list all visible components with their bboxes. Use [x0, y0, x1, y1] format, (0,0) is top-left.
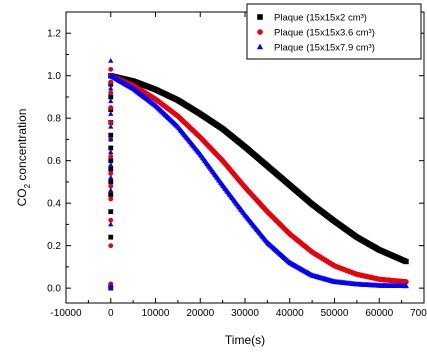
data-point: [108, 79, 114, 85]
data-point: [108, 149, 114, 155]
x-tick-label: 30000: [231, 308, 259, 319]
legend-marker: [257, 29, 263, 35]
y-tick-label: 0.2: [47, 241, 61, 252]
data-point: [108, 192, 114, 198]
data-point: [108, 217, 114, 223]
data-point: [403, 279, 409, 285]
x-tick-label: 60000: [365, 308, 393, 319]
x-axis-label: Time(s): [225, 333, 265, 347]
data-point: [108, 72, 114, 78]
legend-marker: [256, 43, 264, 50]
data-point: [108, 187, 114, 193]
legend-marker: [257, 14, 263, 20]
x-tick-label: 10000: [142, 308, 170, 319]
series-layer: [107, 57, 409, 291]
data-point: [108, 234, 114, 240]
data-point: [108, 98, 114, 104]
legend: Plaque (15x15x2 cm³) Plaque (15x15x3.6 cm…: [246, 3, 422, 60]
y-tick-label: 0.0: [47, 284, 61, 295]
data-point: [108, 166, 114, 172]
data-point: [108, 243, 114, 249]
data-point: [108, 162, 114, 167]
data-point: [403, 258, 409, 265]
data-point: [108, 196, 114, 202]
data-point: [108, 174, 114, 180]
x-tick-label: -10000: [50, 308, 82, 319]
data-point: [108, 171, 114, 176]
data-point: [108, 132, 114, 138]
data-point: [108, 179, 114, 185]
data-point: [108, 283, 114, 288]
y-axis-label-suffix: concentration: [15, 109, 29, 184]
y-tick-label: 1.0: [47, 71, 61, 82]
data-point: [108, 154, 114, 159]
data-point: [108, 105, 114, 110]
series-3: [107, 57, 409, 291]
data-point: [108, 66, 114, 72]
data-point: [108, 221, 114, 227]
x-tick-label: 0: [108, 308, 114, 319]
data-point: [108, 111, 114, 116]
data-point: [108, 136, 114, 142]
legend-label: Plaque (15x15x3.6 cm³): [274, 28, 375, 39]
y-tick-label: 1.2: [47, 29, 61, 40]
y-axis-label-prefix: CO: [15, 188, 29, 206]
legend-box: [246, 3, 422, 60]
data-point: [108, 183, 114, 189]
legend-label: Plaque (15x15x7.9 cm³): [274, 43, 375, 54]
data-point: [108, 120, 114, 125]
y-tick-label: 0.8: [47, 114, 61, 125]
y-tick-label: 0.4: [47, 199, 61, 210]
data-point: [108, 158, 114, 164]
data-point: [108, 209, 114, 215]
data-point: [108, 57, 114, 63]
data-point: [108, 85, 114, 91]
data-point: [108, 123, 114, 129]
y-axis-label-subscript: 2: [23, 183, 32, 188]
data-point: [403, 282, 409, 289]
x-tick-label: 20000: [186, 308, 214, 319]
x-tick-label: 40000: [276, 308, 304, 319]
data-point: [108, 94, 114, 100]
y-axis-label: CO2 concentration: [15, 109, 32, 207]
y-tick-label: 0.6: [47, 156, 61, 167]
axes-layer: -10000 0 10000 20000 30000 40000 50000 60000 700…: [15, 11, 427, 347]
legend-label: Plaque (15x15x2 cm³): [274, 13, 367, 24]
data-point: [108, 145, 114, 151]
data-point: [108, 90, 114, 96]
x-tick-label: 50000: [321, 308, 349, 319]
x-tick-label: 70000: [410, 308, 427, 319]
